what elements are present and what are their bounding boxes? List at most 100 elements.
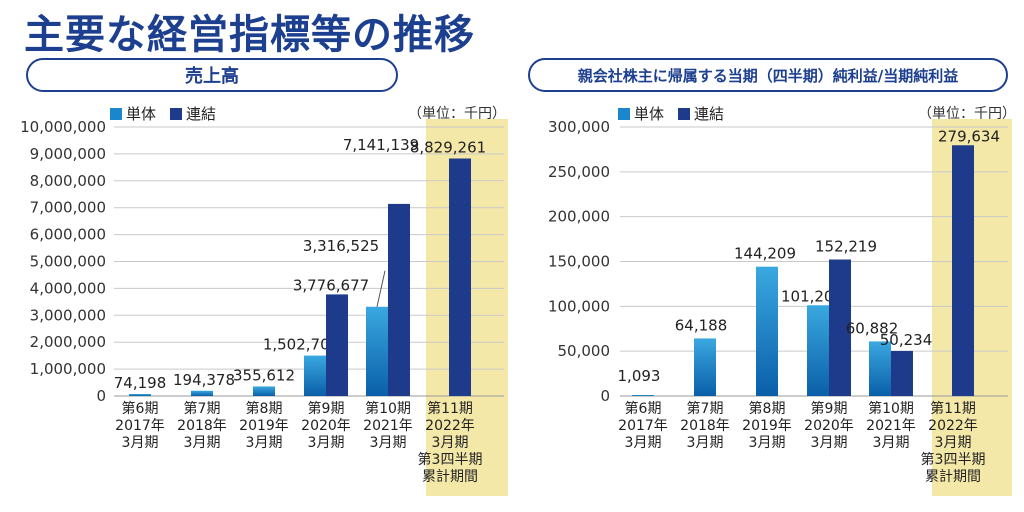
y-tick-label: 2,000,000 — [30, 333, 106, 351]
profit-legend-single-label: 単体 — [634, 105, 665, 123]
y-tick-label: 7,000,000 — [30, 199, 106, 217]
category-label: 3月期 — [687, 435, 724, 451]
profit-panel-title: 親会社株主に帰属する当期（四半期）純利益/当期純利益 — [528, 58, 1008, 92]
consolidated-swatch-icon — [170, 107, 183, 120]
category-label: 第10期 — [868, 400, 914, 417]
category-label: 第8期 — [246, 400, 283, 417]
profit-legend-consolidated-label: 連結 — [694, 105, 725, 123]
category-label: 第3四半期 — [921, 451, 986, 468]
y-tick-label: 300,000 — [548, 118, 610, 136]
y-tick-label: 3,000,000 — [30, 306, 106, 324]
bar-single — [807, 305, 829, 396]
category-label: 3月期 — [308, 435, 345, 451]
category-label: 3月期 — [246, 435, 283, 451]
bar-single — [694, 338, 716, 396]
category-label: 3月期 — [370, 435, 407, 451]
category-label: 第8期 — [749, 400, 786, 417]
y-tick-label: 50,000 — [558, 342, 611, 360]
bar-consolidated — [891, 350, 913, 396]
category-label: 3月期 — [625, 435, 662, 451]
y-tick-label: 0 — [96, 387, 106, 405]
data-label: 60,882 — [846, 319, 899, 337]
sales-chart: 0 1,000,000 2,000,000 3,000,000 4,000,000 5,0… — [20, 118, 508, 496]
data-label: 152,219 — [815, 238, 877, 256]
category-label: 累計期間 — [422, 469, 478, 485]
y-tick-label: 0 — [600, 387, 610, 405]
category-label: 3月期 — [935, 435, 972, 451]
sales-panel-title: 売上高 — [26, 58, 398, 92]
bar-consolidated — [952, 145, 974, 396]
data-label: 1,093 — [618, 367, 661, 385]
bar-consolidated — [449, 158, 471, 396]
y-tick-label: 9,000,000 — [30, 145, 106, 163]
single-swatch-icon — [110, 107, 122, 120]
profit-legend: 単体 連結 — [618, 103, 732, 124]
bar-single — [191, 390, 213, 396]
y-tick-label: 4,000,000 — [30, 279, 106, 297]
bar-consolidated — [326, 294, 348, 396]
y-tick-label: 6,000,000 — [30, 226, 106, 244]
category-label: 第9期 — [811, 400, 848, 417]
data-label: 101,208 — [781, 287, 843, 305]
category-label: 第7期 — [687, 400, 724, 417]
page-title: 主要な経営指標等の推移 — [24, 12, 475, 58]
data-label: 3,316,525 — [303, 237, 379, 255]
category-label: 2018年 — [680, 418, 730, 434]
category-label: 第9期 — [308, 400, 345, 417]
category-label: 3月期 — [184, 435, 221, 451]
bar-single — [366, 306, 388, 396]
data-label: 8,829,261 — [410, 138, 486, 156]
category-label: 第11期 — [930, 400, 976, 417]
category-label: 2019年 — [742, 418, 792, 434]
y-tick-label: 250,000 — [548, 163, 610, 181]
sales-legend: 単体 連結 — [110, 103, 224, 124]
data-label: 144,209 — [734, 245, 796, 263]
category-label: 3月期 — [749, 435, 786, 451]
category-label: 第3四半期 — [418, 451, 483, 468]
category-label: 2017年 — [115, 418, 165, 434]
data-label: 3,776,677 — [293, 276, 369, 294]
category-label: 2020年 — [301, 418, 351, 434]
bar-single — [756, 266, 778, 396]
data-label: 194,378 — [173, 371, 235, 389]
category-label: 2020年 — [804, 418, 854, 434]
category-label: 2021年 — [363, 418, 413, 434]
category-label: 2018年 — [177, 418, 227, 434]
category-label: 2017年 — [618, 418, 668, 434]
y-tick-label: 150,000 — [548, 253, 610, 271]
bar-single — [253, 386, 275, 396]
y-tick-label: 100,000 — [548, 297, 610, 315]
category-label: 第7期 — [184, 400, 221, 417]
category-label: 第6期 — [625, 400, 662, 417]
category-label: 第11期 — [427, 400, 473, 417]
category-label: 第6期 — [122, 400, 159, 417]
data-label: 1,502,701 — [263, 336, 339, 354]
category-label: 3月期 — [873, 435, 910, 451]
category-label: 3月期 — [811, 435, 848, 451]
y-tick-label: 5,000,000 — [30, 253, 106, 271]
bar-single — [304, 355, 326, 396]
y-tick-label: 8,000,000 — [30, 172, 106, 190]
profit-unit-label: （単位：千円） — [918, 106, 1016, 122]
single-swatch-icon — [618, 107, 630, 120]
category-label: 累計期間 — [925, 469, 981, 485]
category-label: 2019年 — [239, 418, 289, 434]
data-label: 279,634 — [938, 127, 1000, 145]
bar-single — [869, 341, 891, 396]
profit-legend-consolidated: 連結 — [678, 103, 724, 124]
profit-chart: 0 50,000 100,000 150,000 200,000 250,000 300,0… — [548, 118, 1012, 496]
sales-legend-consolidated-label: 連結 — [186, 105, 217, 123]
sales-legend-single-label: 単体 — [126, 105, 157, 123]
category-label: 第10期 — [365, 400, 411, 417]
bar-consolidated — [388, 203, 410, 396]
sales-unit-label: （単位：千円） — [408, 106, 506, 122]
sales-legend-single: 単体 — [110, 103, 156, 124]
y-tick-label: 200,000 — [548, 208, 610, 226]
data-label: 74,198 — [114, 374, 167, 392]
consolidated-swatch-icon — [678, 107, 691, 120]
data-label: 50,234 — [880, 331, 933, 349]
category-label: 2022年 — [928, 418, 978, 434]
bar-consolidated — [829, 259, 851, 396]
y-tick-label: 1,000,000 — [30, 360, 106, 378]
